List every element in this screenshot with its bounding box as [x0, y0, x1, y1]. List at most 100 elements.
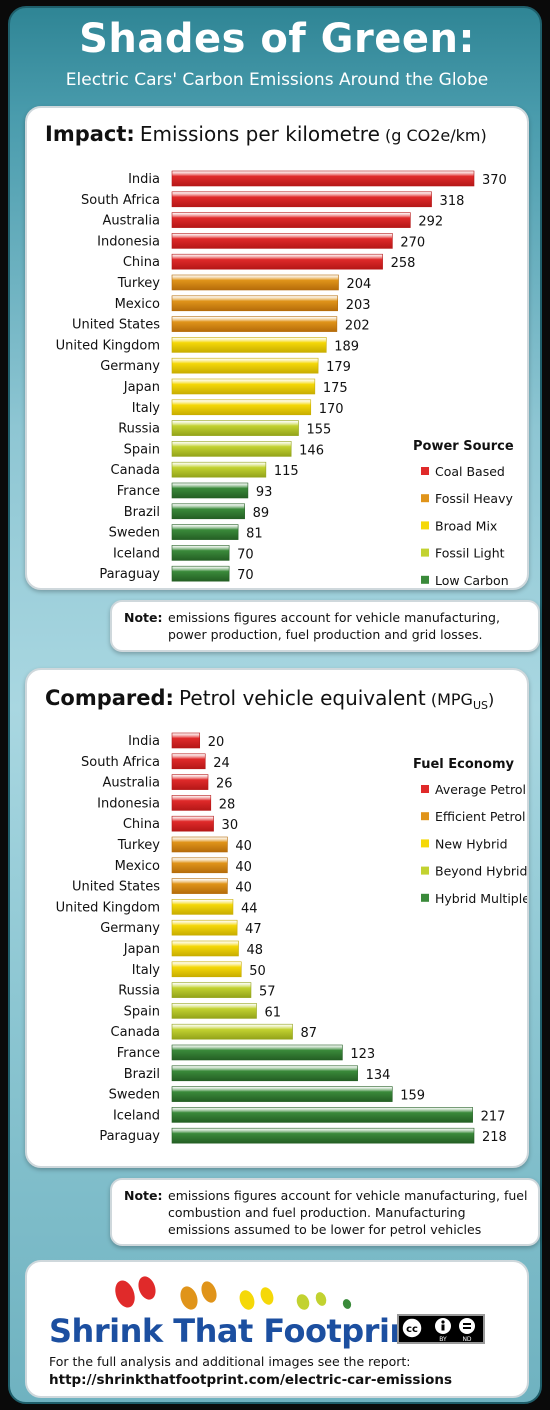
legend-swatch	[421, 893, 429, 902]
value-label: 204	[347, 277, 372, 292]
category-label: Russia	[118, 422, 160, 437]
bar	[171, 545, 230, 561]
mpg-panel: Compared: Petrol vehicle equivalent (MPG…	[25, 668, 529, 1168]
bar	[171, 524, 239, 540]
value-label: 28	[219, 797, 236, 812]
category-label: Brazil	[124, 505, 160, 520]
legend-swatch	[421, 839, 429, 848]
bar	[171, 1107, 473, 1123]
bar	[171, 461, 267, 478]
emissions-chart-title: Impact: Emissions per kilometre (g CO2e/…	[45, 122, 487, 146]
bar	[171, 1003, 257, 1019]
footprints-icon	[115, 1276, 352, 1310]
bar	[171, 357, 319, 374]
bar	[171, 295, 338, 312]
note-text: emissions figures account for vehicle ma…	[168, 610, 500, 642]
legend-swatch	[421, 548, 429, 557]
value-label: 70	[237, 568, 254, 583]
bar	[171, 961, 242, 978]
bar	[171, 233, 393, 249]
legend-swatch	[421, 521, 429, 530]
category-label: Germany	[100, 359, 160, 374]
value-label: 179	[326, 360, 351, 375]
value-label: 146	[299, 443, 324, 458]
value-label: 40	[235, 881, 252, 896]
legend-label: Fossil Heavy	[435, 491, 513, 506]
category-label: South Africa	[81, 193, 160, 208]
footer-panel: Shrink That Footprint cc BY ND For the f…	[25, 1260, 529, 1398]
value-label: 48	[246, 943, 263, 958]
mpg-unit-end: )	[488, 690, 495, 709]
category-label: Russia	[118, 984, 160, 999]
value-label: 89	[253, 506, 270, 521]
bar	[171, 482, 249, 499]
category-label: United States	[72, 880, 160, 895]
cc-by-label: BY	[439, 1336, 447, 1342]
legend-title: Fuel Economy	[413, 757, 515, 772]
bar	[171, 982, 252, 998]
category-label: Spain	[124, 442, 160, 457]
note-label: Note:	[124, 1188, 163, 1203]
emissions-title-unit: (g CO2e/km)	[384, 126, 487, 145]
value-label: 134	[366, 1068, 391, 1083]
bar	[171, 316, 338, 332]
category-label: France	[117, 1046, 160, 1061]
cc-nd-label: ND	[462, 1336, 471, 1342]
cc-license-badge: cc BY ND	[397, 1314, 485, 1344]
bar	[171, 732, 201, 749]
legend-label: New Hybrid	[435, 836, 508, 851]
note-label: Note:	[124, 610, 163, 625]
bar	[171, 420, 299, 436]
value-label: 292	[418, 215, 443, 230]
bar	[171, 170, 475, 187]
value-label: 159	[400, 1089, 425, 1104]
value-label: 40	[235, 860, 252, 875]
cc-license-icon: cc BY ND	[401, 1317, 475, 1343]
value-label: 189	[334, 339, 359, 354]
mpg-bar-chart: India 20 South Africa 24 Australia 26 Indonesi…	[56, 732, 527, 1145]
page-subtitle: Electric Cars' Carbon Emissions Around t…	[65, 70, 489, 90]
mpg-unit-main: (MPG	[430, 690, 473, 709]
value-label: 57	[259, 985, 276, 1000]
value-label: 115	[274, 464, 299, 479]
value-label: 202	[345, 319, 370, 334]
bar	[171, 1127, 475, 1144]
emissions-panel: Impact: Emissions per kilometre (g CO2e/…	[25, 106, 529, 590]
legend-label: Broad Mix	[435, 518, 497, 533]
value-label: 87	[301, 1026, 318, 1041]
bar	[171, 441, 292, 457]
value-label: 40	[235, 839, 252, 854]
category-label: Sweden	[109, 526, 160, 541]
footer-report-text: For the full analysis and additional ima…	[49, 1354, 411, 1369]
legend-label: Beyond Hybrid	[435, 864, 527, 879]
legend-swatch	[421, 785, 429, 793]
category-label: Canada	[111, 463, 160, 478]
category-label: Turkey	[117, 838, 161, 853]
bar	[171, 191, 432, 208]
category-label: Australia	[102, 776, 160, 791]
emissions-title-bold: Impact:	[45, 122, 135, 146]
mpg-title-unit: (MPGUS)	[430, 690, 495, 712]
value-label: 170	[319, 402, 344, 417]
category-label: Italy	[132, 401, 161, 416]
emissions-bar-chart: India 370 South Africa 318 Australia 292 Indon…	[56, 170, 514, 588]
footer-report-link[interactable]: http://shrinkthatfootprint.com/electric-…	[49, 1372, 453, 1388]
bar	[171, 1023, 293, 1040]
bar	[171, 378, 316, 395]
value-label: 47	[245, 922, 262, 937]
category-label: Mexico	[115, 297, 160, 312]
bar	[171, 815, 214, 832]
category-label: Paraguay	[99, 567, 160, 582]
legend-label: Average Petrol	[435, 782, 526, 797]
page-title: Shades of Green:	[79, 16, 475, 62]
value-label: 370	[482, 173, 507, 188]
legend-label: Fossil Light	[435, 546, 505, 561]
bar	[171, 337, 327, 353]
category-label: Sweden	[109, 1088, 160, 1103]
value-label: 217	[481, 1109, 506, 1124]
category-label: Italy	[132, 963, 161, 978]
mpg-title-bold: Compared:	[45, 686, 174, 710]
bar	[171, 836, 228, 853]
value-label: 218	[482, 1130, 507, 1145]
value-label: 44	[241, 901, 258, 916]
